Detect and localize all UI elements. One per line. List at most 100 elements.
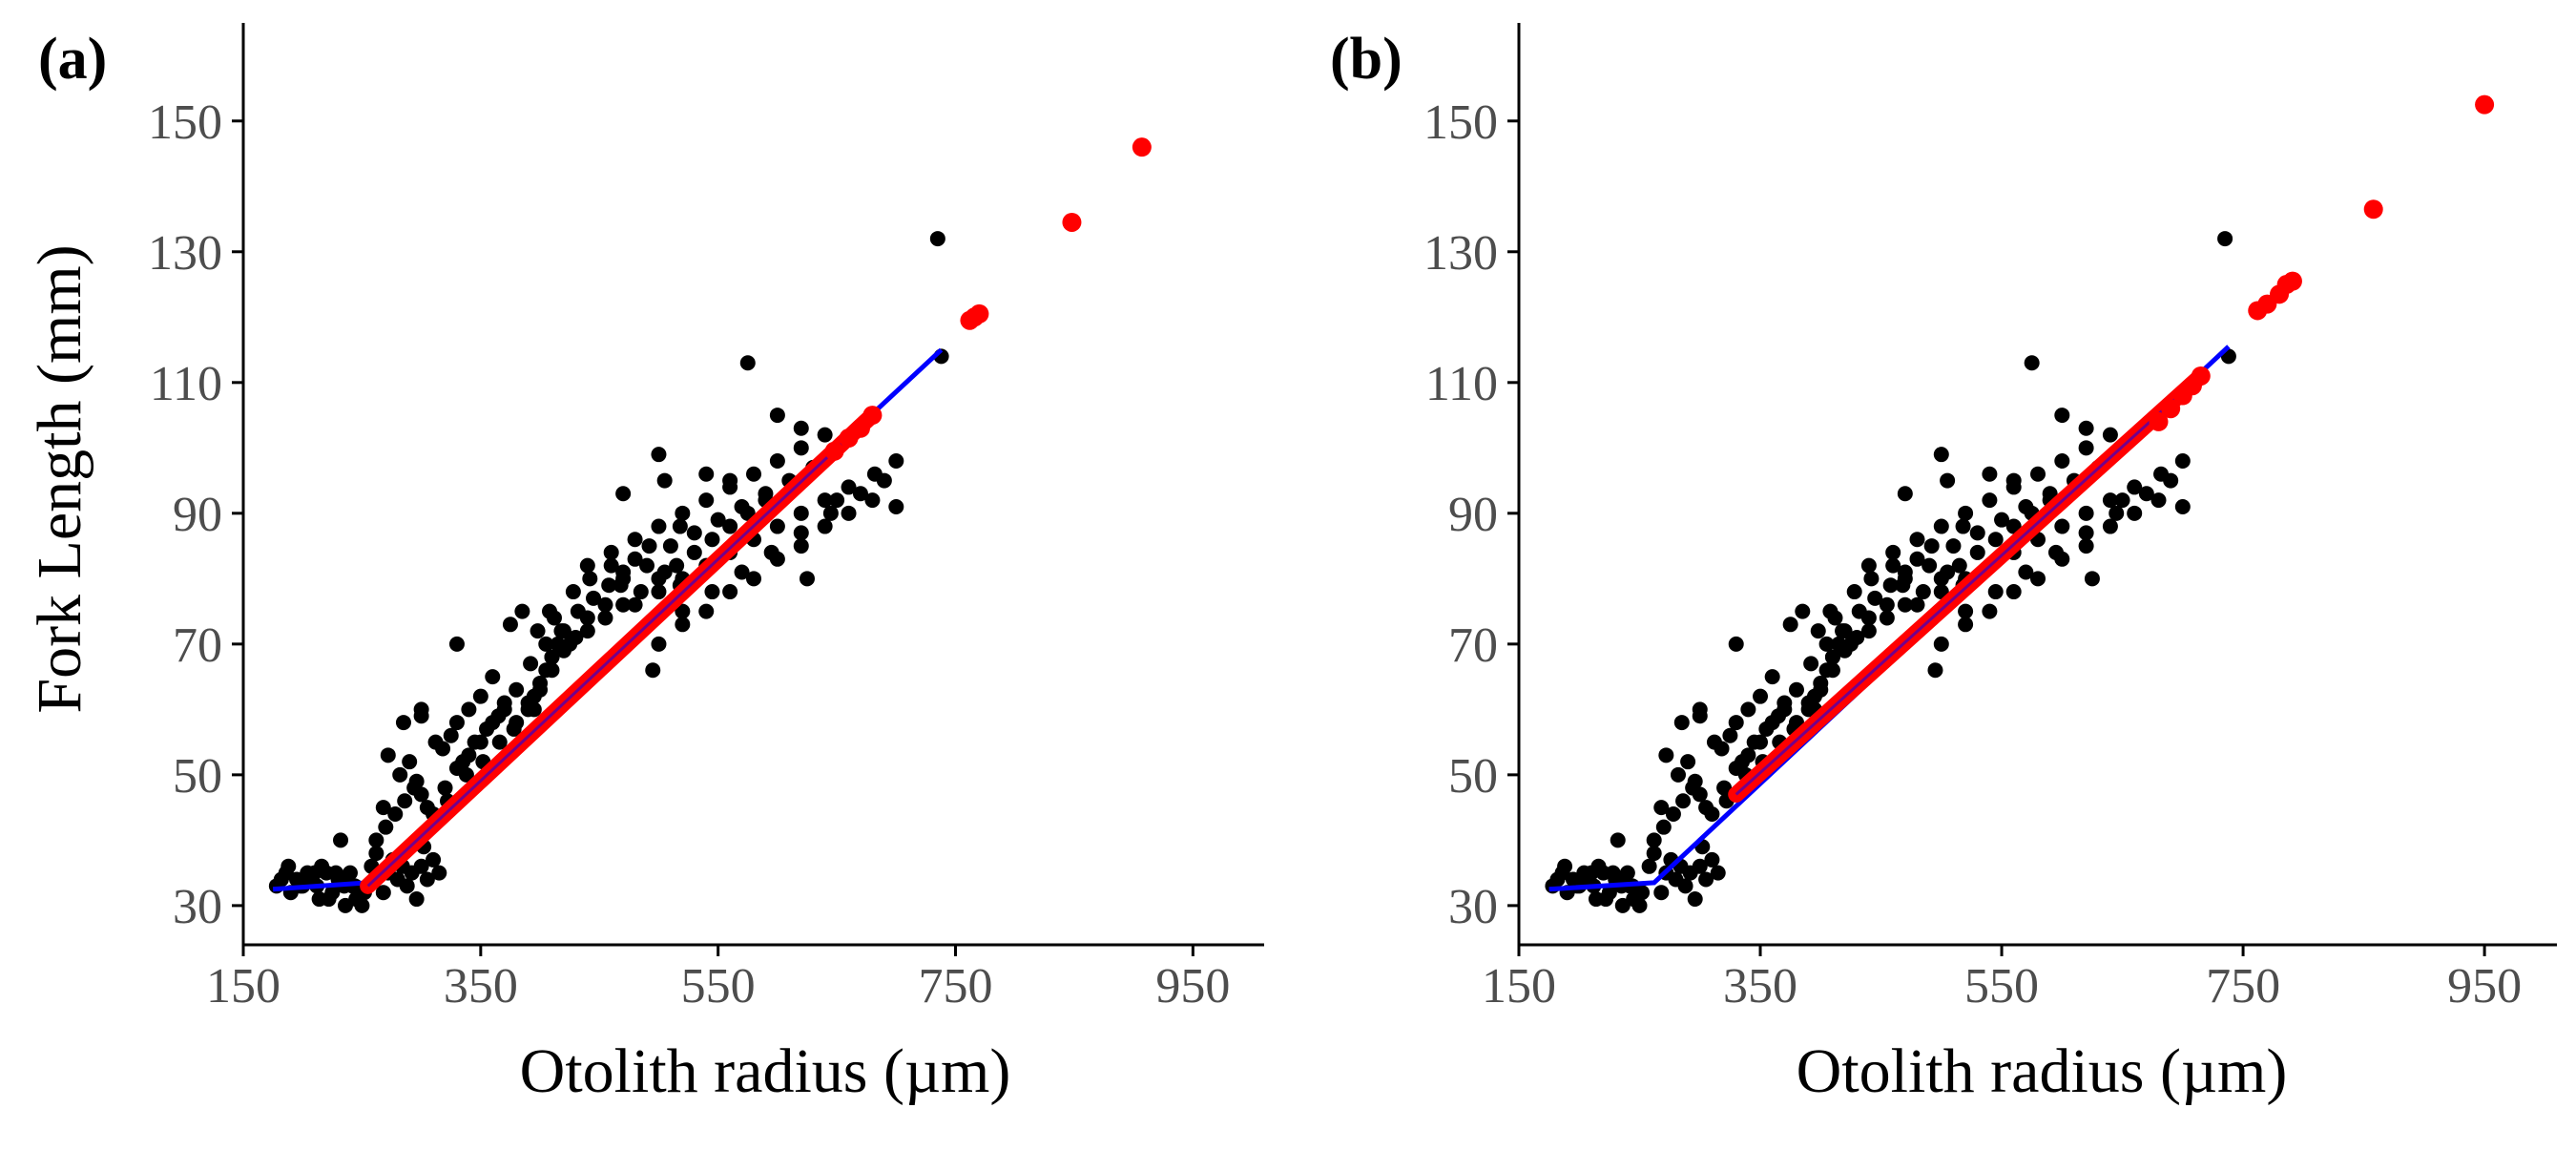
observed-point [1958, 603, 1974, 619]
observed-point [413, 858, 429, 874]
observed-point [675, 617, 691, 633]
observed-point [530, 623, 546, 639]
observed-point [1710, 865, 1726, 881]
observed-point [1982, 603, 1998, 619]
back-calculated-point [2191, 366, 2211, 386]
back-calculated-point [2161, 399, 2181, 419]
observed-point [1824, 649, 1840, 665]
observed-point [1728, 715, 1744, 731]
observed-point [864, 492, 881, 509]
observed-point [656, 472, 673, 489]
observed-point [485, 715, 501, 731]
observed-point [1803, 656, 1819, 672]
observed-point [419, 800, 435, 816]
observed-point [570, 603, 586, 619]
observed-point [1909, 551, 1925, 567]
panel-b-axes: 150 350 550 750 950 30 50 70 90 110 130 150 [1423, 23, 2557, 1014]
observed-point [651, 571, 667, 587]
observed-point [1994, 512, 2010, 528]
observed-point [686, 544, 702, 560]
observed-point [1665, 805, 1681, 822]
observed-point [817, 427, 833, 443]
y-tick-label: 150 [1423, 95, 1498, 150]
observed-point [1860, 623, 1877, 639]
panel-b-label: (b) [1330, 27, 1402, 92]
observed-point [2217, 231, 2233, 247]
observed-point [2018, 498, 2034, 514]
observed-point [2005, 472, 2022, 489]
observed-point [582, 571, 598, 587]
observed-point [1987, 532, 2004, 548]
observed-point [769, 518, 785, 534]
observed-point [1704, 851, 1720, 868]
observed-point [888, 453, 904, 470]
back-calculated-point [850, 418, 870, 438]
observed-point [2102, 518, 2118, 534]
observed-point [2078, 525, 2094, 541]
observed-point [2018, 564, 2034, 580]
observed-point [1933, 636, 1949, 652]
observed-point [1982, 492, 1998, 509]
observed-point [675, 505, 691, 521]
observed-point [1740, 701, 1756, 718]
observed-point [641, 538, 657, 554]
panel-a-marks [268, 137, 1152, 913]
observed-point [502, 617, 518, 633]
observed-point [793, 420, 809, 436]
observed-point [1958, 505, 1974, 521]
observed-point [1588, 891, 1604, 908]
observed-point [496, 701, 512, 718]
observed-point [704, 584, 720, 600]
observed-point [1764, 715, 1780, 731]
observed-point [514, 603, 530, 619]
observed-point [1933, 447, 1949, 463]
back-calculated-point [1062, 212, 1082, 232]
back-calculated-point [2282, 271, 2302, 291]
observed-point [431, 865, 447, 881]
observed-point [1714, 741, 1730, 757]
observed-point [395, 715, 411, 731]
observed-point [1670, 766, 1686, 783]
observed-point [1687, 891, 1703, 908]
x-tick-label: 150 [1482, 959, 1556, 1014]
observed-point [1673, 715, 1690, 731]
observed-point [769, 408, 785, 424]
observed-point [2047, 544, 2064, 560]
observed-point [672, 518, 688, 534]
y-tick-label: 130 [148, 226, 222, 281]
observed-point [698, 492, 715, 509]
observed-point [461, 747, 477, 763]
panel-a-axes: 150 350 550 750 950 30 50 70 90 110 130 150 [148, 23, 1264, 1014]
observed-point [1927, 662, 1943, 679]
observed-point [597, 610, 613, 626]
observed-point [387, 805, 404, 822]
observed-point [1680, 754, 1696, 770]
observed-point [1764, 669, 1780, 685]
observed-point [1795, 603, 1811, 619]
observed-point [338, 897, 353, 913]
observed-point [1813, 681, 1829, 698]
observed-point [675, 603, 691, 619]
back-calculated-point [824, 441, 844, 461]
panel-b-marks [1545, 94, 2495, 913]
y-tick-label: 90 [173, 488, 222, 542]
observed-point [532, 681, 549, 698]
observed-point [1753, 734, 1769, 750]
observed-point [1557, 858, 1573, 874]
observed-point [1605, 865, 1621, 881]
observed-point [523, 656, 539, 672]
observed-point [793, 440, 809, 456]
x-tick-label: 150 [206, 959, 280, 1014]
observed-point [413, 708, 429, 724]
observed-point [1846, 584, 1862, 600]
observed-point [1969, 525, 1985, 541]
panel-b: (b) 150 350 550 750 950 30 50 70 90 110 130 150 Oto… [1330, 23, 2557, 1106]
observed-point [1969, 544, 1985, 560]
observed-point [698, 466, 715, 482]
observed-point [2102, 492, 2118, 509]
y-tick-label: 130 [1423, 226, 1498, 281]
observed-point [1740, 747, 1756, 763]
observed-point [1677, 878, 1693, 894]
x-tick-label: 750 [2206, 959, 2280, 1014]
